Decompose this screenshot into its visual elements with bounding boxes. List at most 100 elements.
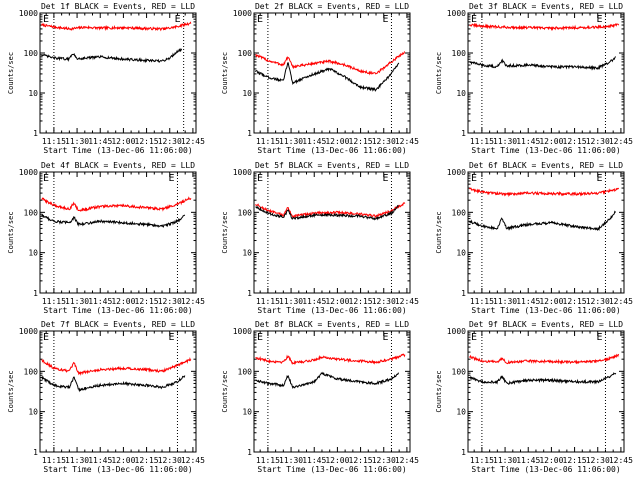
y-tick-label: 10 [456, 408, 466, 417]
detector-plot-9: Det 9f BLACK = Events, RED = LLD Counts/s… [435, 320, 633, 474]
x-tick-label: 12:00 [539, 137, 563, 146]
x-tick-label: 11:45 [302, 297, 326, 306]
y-axis-label: Counts/sec [7, 370, 15, 412]
marker-label: E [43, 332, 49, 343]
y-axis-label: Counts/sec [435, 211, 443, 253]
x-axis-label: Start Time (13-Dec-06 11:06:00) [257, 465, 406, 474]
y-tick-label: 1 [461, 289, 466, 298]
marker-label: E [257, 173, 263, 184]
plot-title: Det 8f BLACK = Events, RED = LLD [255, 320, 409, 329]
y-tick-label: 1 [33, 448, 38, 457]
x-tick-label: 11:45 [302, 456, 326, 465]
y-tick-label: 1 [461, 129, 466, 138]
marker-label: E [471, 173, 477, 184]
plot-title: Det 1f BLACK = Events, RED = LLD [41, 2, 195, 11]
y-tick-label: 1 [33, 129, 38, 138]
x-tick-label: 12:45 [609, 137, 633, 146]
x-tick-label: 11:45 [516, 137, 540, 146]
y-tick-label: 1000 [19, 327, 38, 336]
series-line-lld [255, 51, 406, 76]
marker-label: E [382, 173, 388, 184]
x-tick-label: 12:00 [325, 137, 349, 146]
y-tick-label: 1 [461, 448, 466, 457]
marker-label: E [471, 332, 477, 343]
x-tick-label: 11:15 [42, 297, 66, 306]
x-axis-label: Start Time (13-Dec-06 11:06:00) [257, 146, 406, 155]
x-tick-label: 12:30 [158, 456, 182, 465]
series-line-lld [41, 196, 192, 212]
x-axis-label: Start Time (13-Dec-06 11:06:00) [471, 465, 620, 474]
x-tick-label: 11:30 [65, 297, 89, 306]
x-tick-label: 11:15 [256, 297, 280, 306]
y-tick-label: 1000 [447, 168, 466, 177]
plot-frame [467, 12, 625, 134]
y-tick-label: 100 [24, 367, 39, 376]
y-tick-label: 10 [456, 89, 466, 98]
marker-label: E [382, 14, 388, 25]
x-tick-label: 11:30 [279, 137, 303, 146]
marker-label: E [175, 14, 181, 25]
y-tick-label: 1000 [447, 327, 466, 336]
marker-label: E [257, 332, 263, 343]
plot-frame [253, 330, 411, 453]
y-tick-label: 1000 [19, 168, 38, 177]
y-tick-label: 10 [28, 89, 38, 98]
x-tick-label: 11:30 [65, 137, 89, 146]
x-tick-label: 11:15 [256, 137, 280, 146]
y-tick-label: 1 [247, 289, 252, 298]
y-tick-label: 100 [452, 49, 467, 58]
x-tick-label: 12:45 [609, 456, 633, 465]
x-tick-label: 11:15 [470, 297, 494, 306]
y-tick-label: 100 [24, 49, 39, 58]
plot-frame [39, 171, 197, 294]
x-axis-label: Start Time (13-Dec-06 11:06:00) [43, 146, 192, 155]
x-tick-label: 11:15 [470, 137, 494, 146]
detector-plot-5: Det 5f BLACK = Events, RED = LLD Counts/s… [221, 161, 419, 315]
y-tick-label: 1000 [233, 9, 252, 18]
plot-frame [39, 12, 197, 134]
detector-plot-4: Det 4f BLACK = Events, RED = LLD Counts/s… [7, 161, 205, 315]
x-tick-label: 12:15 [349, 297, 373, 306]
x-tick-label: 12:00 [111, 297, 135, 306]
series-line-lld [41, 356, 192, 376]
x-tick-label: 11:15 [256, 456, 280, 465]
detector-plot-8: Det 8f BLACK = Events, RED = LLD Counts/s… [221, 320, 419, 474]
marker-label: E [596, 14, 602, 25]
y-tick-label: 100 [24, 208, 39, 217]
series-line-lld [255, 353, 406, 365]
series-line-events [469, 56, 616, 71]
x-tick-label: 12:45 [609, 297, 633, 306]
x-tick-label: 12:30 [158, 297, 182, 306]
series-line-events [255, 371, 400, 390]
x-tick-label: 11:45 [302, 137, 326, 146]
x-axis-label: Start Time (13-Dec-06 11:06:00) [257, 306, 406, 315]
x-tick-label: 12:00 [539, 297, 563, 306]
marker-label: E [168, 332, 174, 343]
marker-label: E [382, 332, 388, 343]
series-line-events [255, 62, 400, 92]
x-tick-label: 11:45 [88, 456, 112, 465]
y-tick-label: 10 [242, 249, 252, 258]
x-tick-label: 12:15 [135, 297, 159, 306]
y-tick-label: 10 [28, 408, 38, 417]
series-line-lld [255, 202, 406, 219]
x-tick-label: 12:45 [181, 456, 205, 465]
plot-frame [39, 330, 197, 453]
x-tick-label: 12:15 [349, 456, 373, 465]
x-tick-label: 12:15 [563, 456, 587, 465]
x-tick-label: 12:30 [372, 137, 396, 146]
x-tick-label: 11:15 [470, 456, 494, 465]
y-tick-label: 100 [238, 367, 253, 376]
x-tick-label: 12:30 [372, 456, 396, 465]
y-tick-label: 100 [452, 208, 467, 217]
y-axis-label: Counts/sec [221, 370, 229, 412]
plot-title: Det 2f BLACK = Events, RED = LLD [255, 2, 409, 11]
y-tick-label: 10 [28, 249, 38, 258]
x-tick-label: 12:30 [158, 137, 182, 146]
series-line-events [41, 375, 186, 393]
series-line-lld [41, 21, 192, 32]
marker-label: E [168, 173, 174, 184]
x-axis-label: Start Time (13-Dec-06 11:06:00) [471, 306, 620, 315]
plot-frame [467, 171, 625, 294]
